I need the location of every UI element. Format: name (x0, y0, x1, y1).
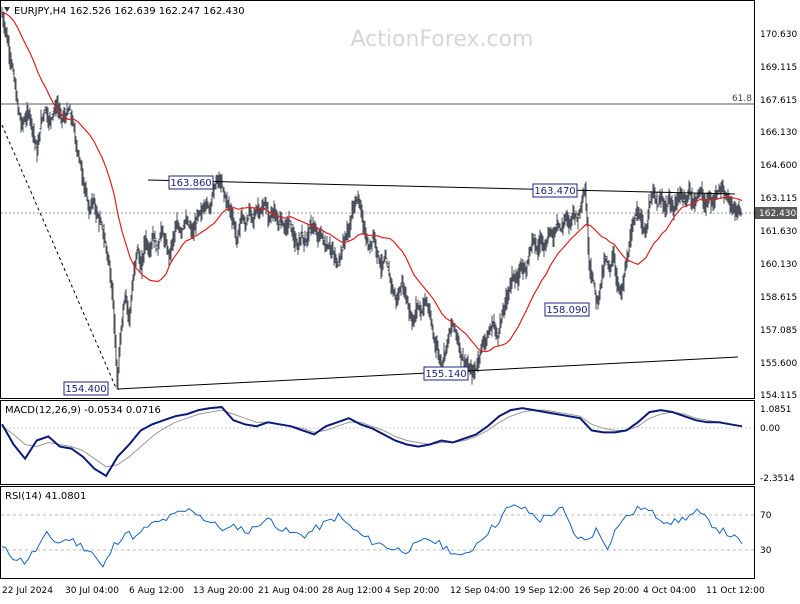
label-154-400-text: 154.400 (65, 384, 106, 395)
symbol-header: EURJPY,H4 162.526 162.639 162.247 162.43… (4, 6, 245, 17)
label-158-090-text: 158.090 (546, 305, 587, 316)
rsi-tick: 30 (760, 546, 772, 556)
price-tick: 170.630 (760, 30, 797, 40)
macd-tick: 0.00 (760, 424, 780, 434)
label-163-470-text: 163.470 (534, 186, 575, 197)
price-tick: 154.115 (760, 391, 797, 401)
current-price-tag: 162.430 (755, 207, 797, 219)
time-tick: 11 Oct 12:00 (706, 586, 765, 596)
macd-title: MACD(12,26,9) -0.0534 0.0716 (5, 405, 161, 416)
price-tick: 167.615 (760, 96, 797, 106)
label-155-140-text: 155.140 (425, 369, 466, 380)
price-tick: 166.130 (760, 128, 797, 138)
time-tick: 22 Jul 2024 (2, 586, 53, 596)
label-155-140: 155.140 (424, 367, 468, 380)
current-price-text: 162.430 (759, 209, 796, 219)
time-tick: 6 Aug 12:00 (129, 586, 184, 596)
price-tick: 169.115 (760, 63, 797, 73)
watermark: ActionForex.com (351, 27, 534, 52)
price-tick: 161.630 (760, 227, 797, 237)
label-154-400: 154.400 (64, 382, 108, 395)
label-158-090: 158.090 (545, 303, 589, 316)
price-tick: 163.115 (760, 194, 797, 204)
price-axis: 170.630 169.115 167.615 166.130 164.600 … (755, 30, 797, 401)
time-tick: 21 Aug 04:00 (258, 586, 319, 596)
time-tick: 28 Aug 12:00 (322, 586, 383, 596)
rsi-panel-frame (1, 487, 755, 579)
rsi-title: RSI(14) 41.0801 (5, 491, 86, 502)
time-tick: 30 Jul 04:00 (65, 586, 119, 596)
label-163-470: 163.470 (533, 184, 577, 197)
macd-tick: 1.0851 (760, 405, 792, 415)
price-tick: 160.130 (760, 260, 797, 270)
price-tick: 164.600 (760, 161, 797, 171)
time-tick: 4 Sep 20:00 (385, 586, 440, 596)
time-axis: 22 Jul 2024 30 Jul 04:00 6 Aug 12:00 13 … (2, 586, 765, 596)
symbol-info: EURJPY,H4 162.526 162.639 162.247 162.43… (14, 6, 245, 17)
time-tick: 12 Sep 04:00 (450, 586, 510, 596)
rsi-tick: 70 (760, 511, 772, 521)
fib-61-8-label: 61.8 (732, 94, 752, 104)
price-tick: 155.600 (760, 359, 797, 369)
time-tick: 13 Aug 20:00 (193, 586, 254, 596)
price-tick: 157.085 (760, 326, 797, 336)
price-panel-frame (1, 1, 755, 399)
price-tick: 158.615 (760, 293, 797, 303)
time-tick: 26 Sep 20:00 (579, 586, 639, 596)
time-tick: 19 Sep 12:00 (514, 586, 574, 596)
label-163-860-text: 163.860 (170, 178, 211, 189)
label-163-860: 163.860 (169, 176, 213, 189)
time-tick: 4 Oct 04:00 (643, 586, 696, 596)
macd-tick: -2.3514 (760, 474, 795, 484)
